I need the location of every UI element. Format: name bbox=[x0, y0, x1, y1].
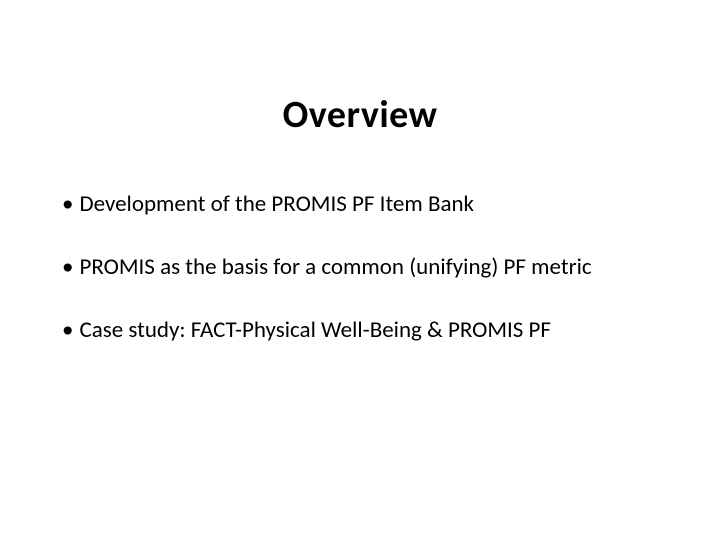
list-item: • Case study: FACT-Physical Well-Being &… bbox=[62, 316, 680, 345]
bullet-text: Development of the PROMIS PF Item Bank bbox=[79, 190, 680, 219]
bullet-marker-icon: • bbox=[62, 190, 73, 219]
list-item: • PROMIS as the basis for a common (unif… bbox=[62, 253, 680, 282]
list-item: • Development of the PROMIS PF Item Bank bbox=[62, 190, 680, 219]
bullet-text: Case study: FACT-Physical Well-Being & P… bbox=[79, 316, 680, 345]
bullet-marker-icon: • bbox=[62, 253, 73, 282]
slide: Overview • Development of the PROMIS PF … bbox=[0, 0, 720, 540]
bullet-text: PROMIS as the basis for a common (unifyi… bbox=[79, 253, 680, 282]
slide-title: Overview bbox=[0, 92, 720, 138]
bullet-list: • Development of the PROMIS PF Item Bank… bbox=[62, 190, 680, 378]
bullet-marker-icon: • bbox=[62, 316, 73, 345]
